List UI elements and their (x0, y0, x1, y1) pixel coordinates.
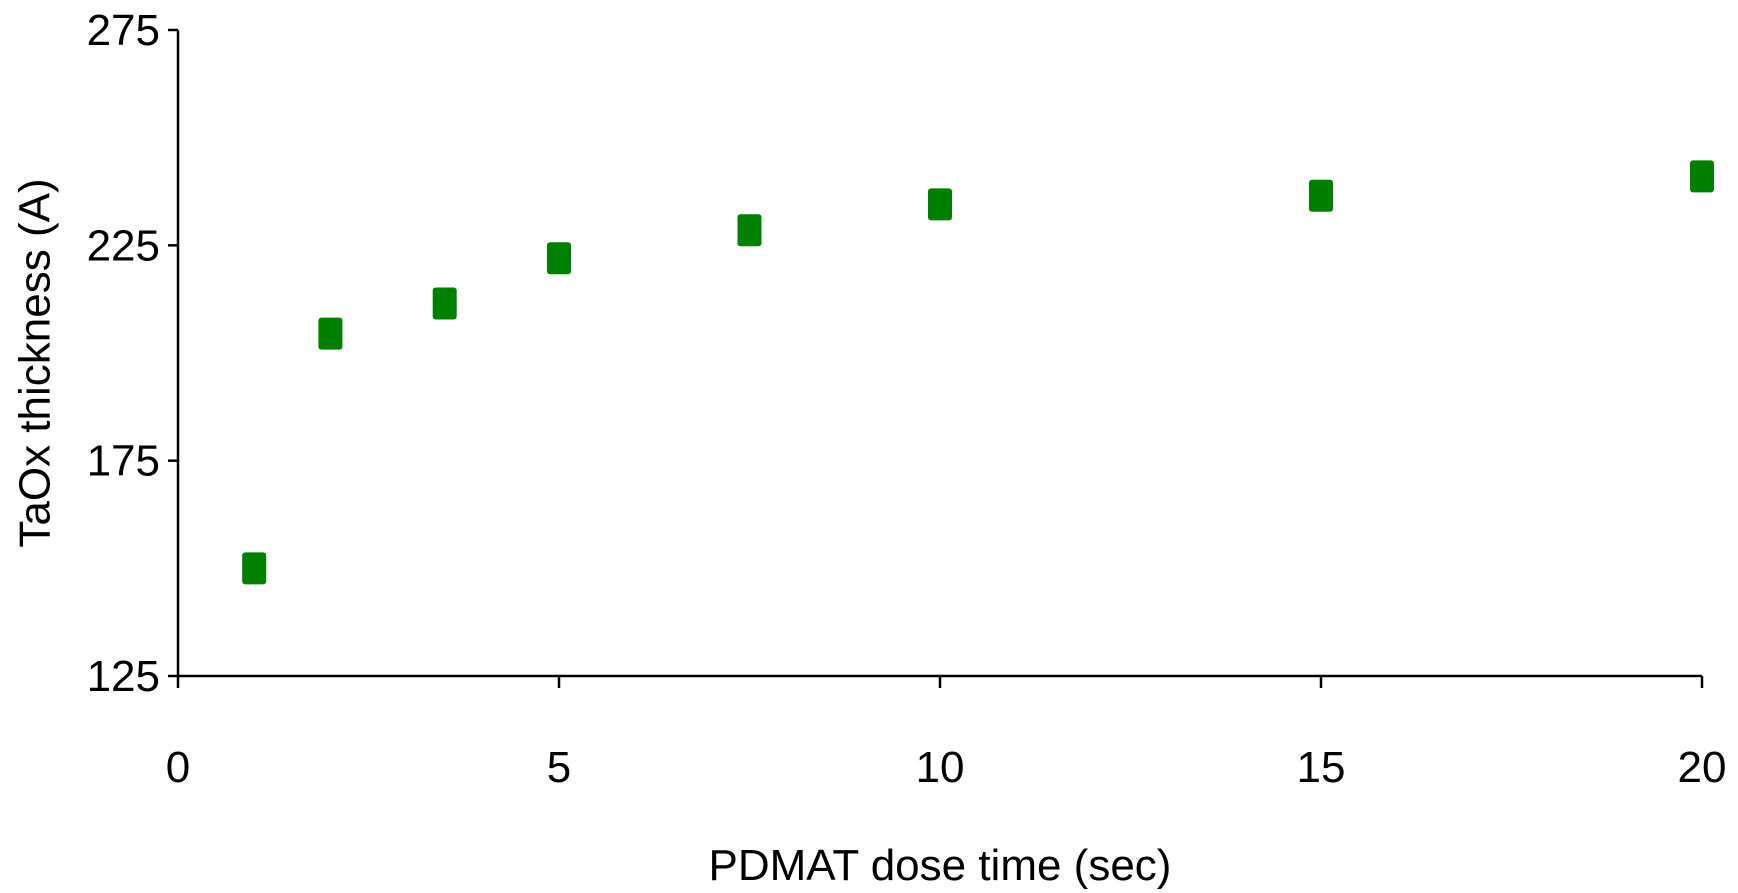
x-axis: 0 5 10 15 20 (166, 674, 1727, 792)
y-axis-title: TaOx thickness (A) (11, 178, 60, 547)
y-tick-label: 225 (87, 221, 160, 270)
data-markers (242, 160, 1714, 585)
data-point (928, 188, 952, 221)
x-tick-label: 5 (547, 743, 571, 792)
data-point (547, 242, 571, 275)
data-point (242, 552, 267, 585)
y-tick-label: 175 (87, 437, 160, 486)
y-tick-label: 275 (87, 6, 160, 55)
data-point (737, 214, 762, 247)
x-tick-label: 20 (1678, 743, 1727, 792)
x-axis-title: PDMAT dose time (sec) (709, 841, 1172, 890)
data-point (432, 287, 457, 320)
y-tick-label: 125 (87, 652, 160, 701)
data-point (1690, 160, 1714, 193)
y-axis: 125 175 225 275 (87, 6, 180, 701)
x-tick-label: 10 (916, 743, 965, 792)
data-point (318, 317, 343, 350)
x-tick-label: 0 (166, 743, 190, 792)
x-tick-label: 15 (1297, 743, 1346, 792)
data-point (1309, 179, 1333, 212)
